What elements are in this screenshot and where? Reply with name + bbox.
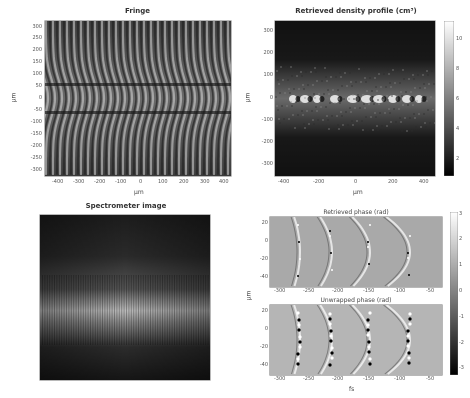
retrieved-phase-title: Retrieved phase (rad) xyxy=(323,209,389,216)
phase-ytick: 0 xyxy=(264,326,268,332)
fringe-xticks: -400 -300 -200 -100 0 100 200 300 400 xyxy=(45,180,231,188)
density-xtick: 200 xyxy=(388,179,398,185)
density-yticks: 300 200 100 0 -100 -200 -300 xyxy=(250,21,273,176)
fringe-ytick: 100 xyxy=(32,71,42,77)
fringe-ytick: -100 xyxy=(30,119,42,125)
fringe-xlabel: μm xyxy=(134,189,144,196)
fringe-xtick: 300 xyxy=(200,179,210,185)
density-ytick: 0 xyxy=(269,95,273,101)
spectrometer-image xyxy=(40,215,210,380)
density-cbar-ticks: 10 8 6 4 2 xyxy=(456,21,470,176)
phase-xtick: -150 xyxy=(363,288,375,294)
density-xtick: 0 xyxy=(354,179,358,185)
phase-cbar-ticks: 3 2 1 0 -1 -2 -3 xyxy=(459,212,470,375)
fringe-ylabel: μm xyxy=(10,92,18,103)
phase-ytick: -40 xyxy=(259,274,268,280)
unwrapped-phase-yticks: 20 0 -20 -40 xyxy=(252,305,268,375)
fringe-title: Fringe xyxy=(125,7,150,15)
phase-xtick: -250 xyxy=(303,376,315,382)
density-xtick: -400 xyxy=(278,179,290,185)
density-cbar-tick: 10 xyxy=(456,36,463,42)
density-image xyxy=(275,21,435,176)
fringe-xtick: -400 xyxy=(52,179,64,185)
phase-colorbar xyxy=(450,212,458,375)
phase-cbar-tick: 1 xyxy=(459,262,463,268)
fringe-ytick: 250 xyxy=(32,35,42,41)
fringe-ytick: -50 xyxy=(33,107,42,113)
density-ytick: -200 xyxy=(261,139,273,145)
phase-xtick: -50 xyxy=(426,376,435,382)
density-xlabel: μm xyxy=(353,189,363,196)
phase-cbar-tick: 2 xyxy=(459,236,463,242)
phase-cbar-tick: 0 xyxy=(459,288,463,294)
unwrapped-phase-title: Unwrapped phase (rad) xyxy=(320,297,392,304)
phase-xtick: -150 xyxy=(363,376,375,382)
retrieved-phase-yticks: 20 0 -20 -40 xyxy=(252,217,268,287)
fringe-ytick: 200 xyxy=(32,47,42,53)
fringe-ytick: -200 xyxy=(30,143,42,149)
density-ytick: 300 xyxy=(263,28,273,34)
density-ytick: -100 xyxy=(261,117,273,123)
retrieved-phase-xticks: -300 -250 -200 -150 -100 -50 xyxy=(270,289,442,296)
density-ytick: 100 xyxy=(263,72,273,78)
fringe-ytick: 0 xyxy=(38,95,42,101)
density-ylabel: μm xyxy=(244,92,252,103)
fringe-xtick: -100 xyxy=(115,179,127,185)
fringe-image xyxy=(45,21,231,176)
fringe-ytick: -300 xyxy=(30,167,42,173)
density-title: Retrieved density profile (cm³) xyxy=(295,7,417,15)
density-cbar-tick: 6 xyxy=(456,96,460,102)
fringe-ytick: -250 xyxy=(30,155,42,161)
fringe-yticks: 300 250 200 150 100 50 0 -50 -100 -150 -… xyxy=(20,21,42,176)
density-xticks: -400 -200 0 200 400 xyxy=(275,180,435,188)
fringe-xtick: 400 xyxy=(219,179,229,185)
unwrapped-phase-xticks: -300 -250 -200 -150 -100 -50 xyxy=(270,377,442,384)
phase-xtick: -50 xyxy=(426,288,435,294)
density-xtick: 400 xyxy=(419,179,429,185)
density-xtick: -200 xyxy=(313,179,325,185)
unwrapped-phase-image xyxy=(270,305,442,375)
phase-xtick: -100 xyxy=(394,376,406,382)
phase-ytick: 0 xyxy=(264,238,268,244)
phase-xtick: -100 xyxy=(394,288,406,294)
fringe-xtick: 100 xyxy=(158,179,168,185)
fringe-xtick: -200 xyxy=(94,179,106,185)
phase-xlabel: fs xyxy=(349,386,355,393)
spectrometer-title: Spectrometer image xyxy=(85,202,167,210)
phase-xtick: -300 xyxy=(274,376,286,382)
phase-cbar-tick: 3 xyxy=(459,211,463,217)
phase-xtick: -250 xyxy=(303,288,315,294)
phase-ytick: -40 xyxy=(259,362,268,368)
phase-ytick: -20 xyxy=(259,256,268,262)
fringe-ytick: 50 xyxy=(35,83,42,89)
fringe-xtick: -300 xyxy=(73,179,85,185)
fringe-xtick: 0 xyxy=(139,179,143,185)
density-cbar-tick: 8 xyxy=(456,66,460,72)
fringe-ytick: 300 xyxy=(32,24,42,30)
fringe-ytick: 150 xyxy=(32,59,42,65)
phase-xtick: -200 xyxy=(332,288,344,294)
phase-ytick: -20 xyxy=(259,344,268,350)
phase-cbar-tick: -3 xyxy=(459,365,464,371)
density-ytick: -300 xyxy=(261,161,273,167)
fringe-xtick: 200 xyxy=(179,179,189,185)
phase-cbar-tick: -2 xyxy=(459,340,464,346)
retrieved-phase-image xyxy=(270,217,442,287)
density-cbar-tick: 4 xyxy=(456,126,460,132)
phase-ytick: 20 xyxy=(261,220,268,226)
phase-ylabel: μm xyxy=(245,290,253,301)
density-ytick: 200 xyxy=(263,50,273,56)
density-cbar-tick: 2 xyxy=(456,156,460,162)
fringe-ytick: -150 xyxy=(30,131,42,137)
phase-xtick: -200 xyxy=(332,376,344,382)
density-colorbar xyxy=(444,21,454,176)
phase-cbar-tick: -1 xyxy=(459,314,464,320)
phase-xtick: -300 xyxy=(274,288,286,294)
phase-ytick: 20 xyxy=(261,308,268,314)
